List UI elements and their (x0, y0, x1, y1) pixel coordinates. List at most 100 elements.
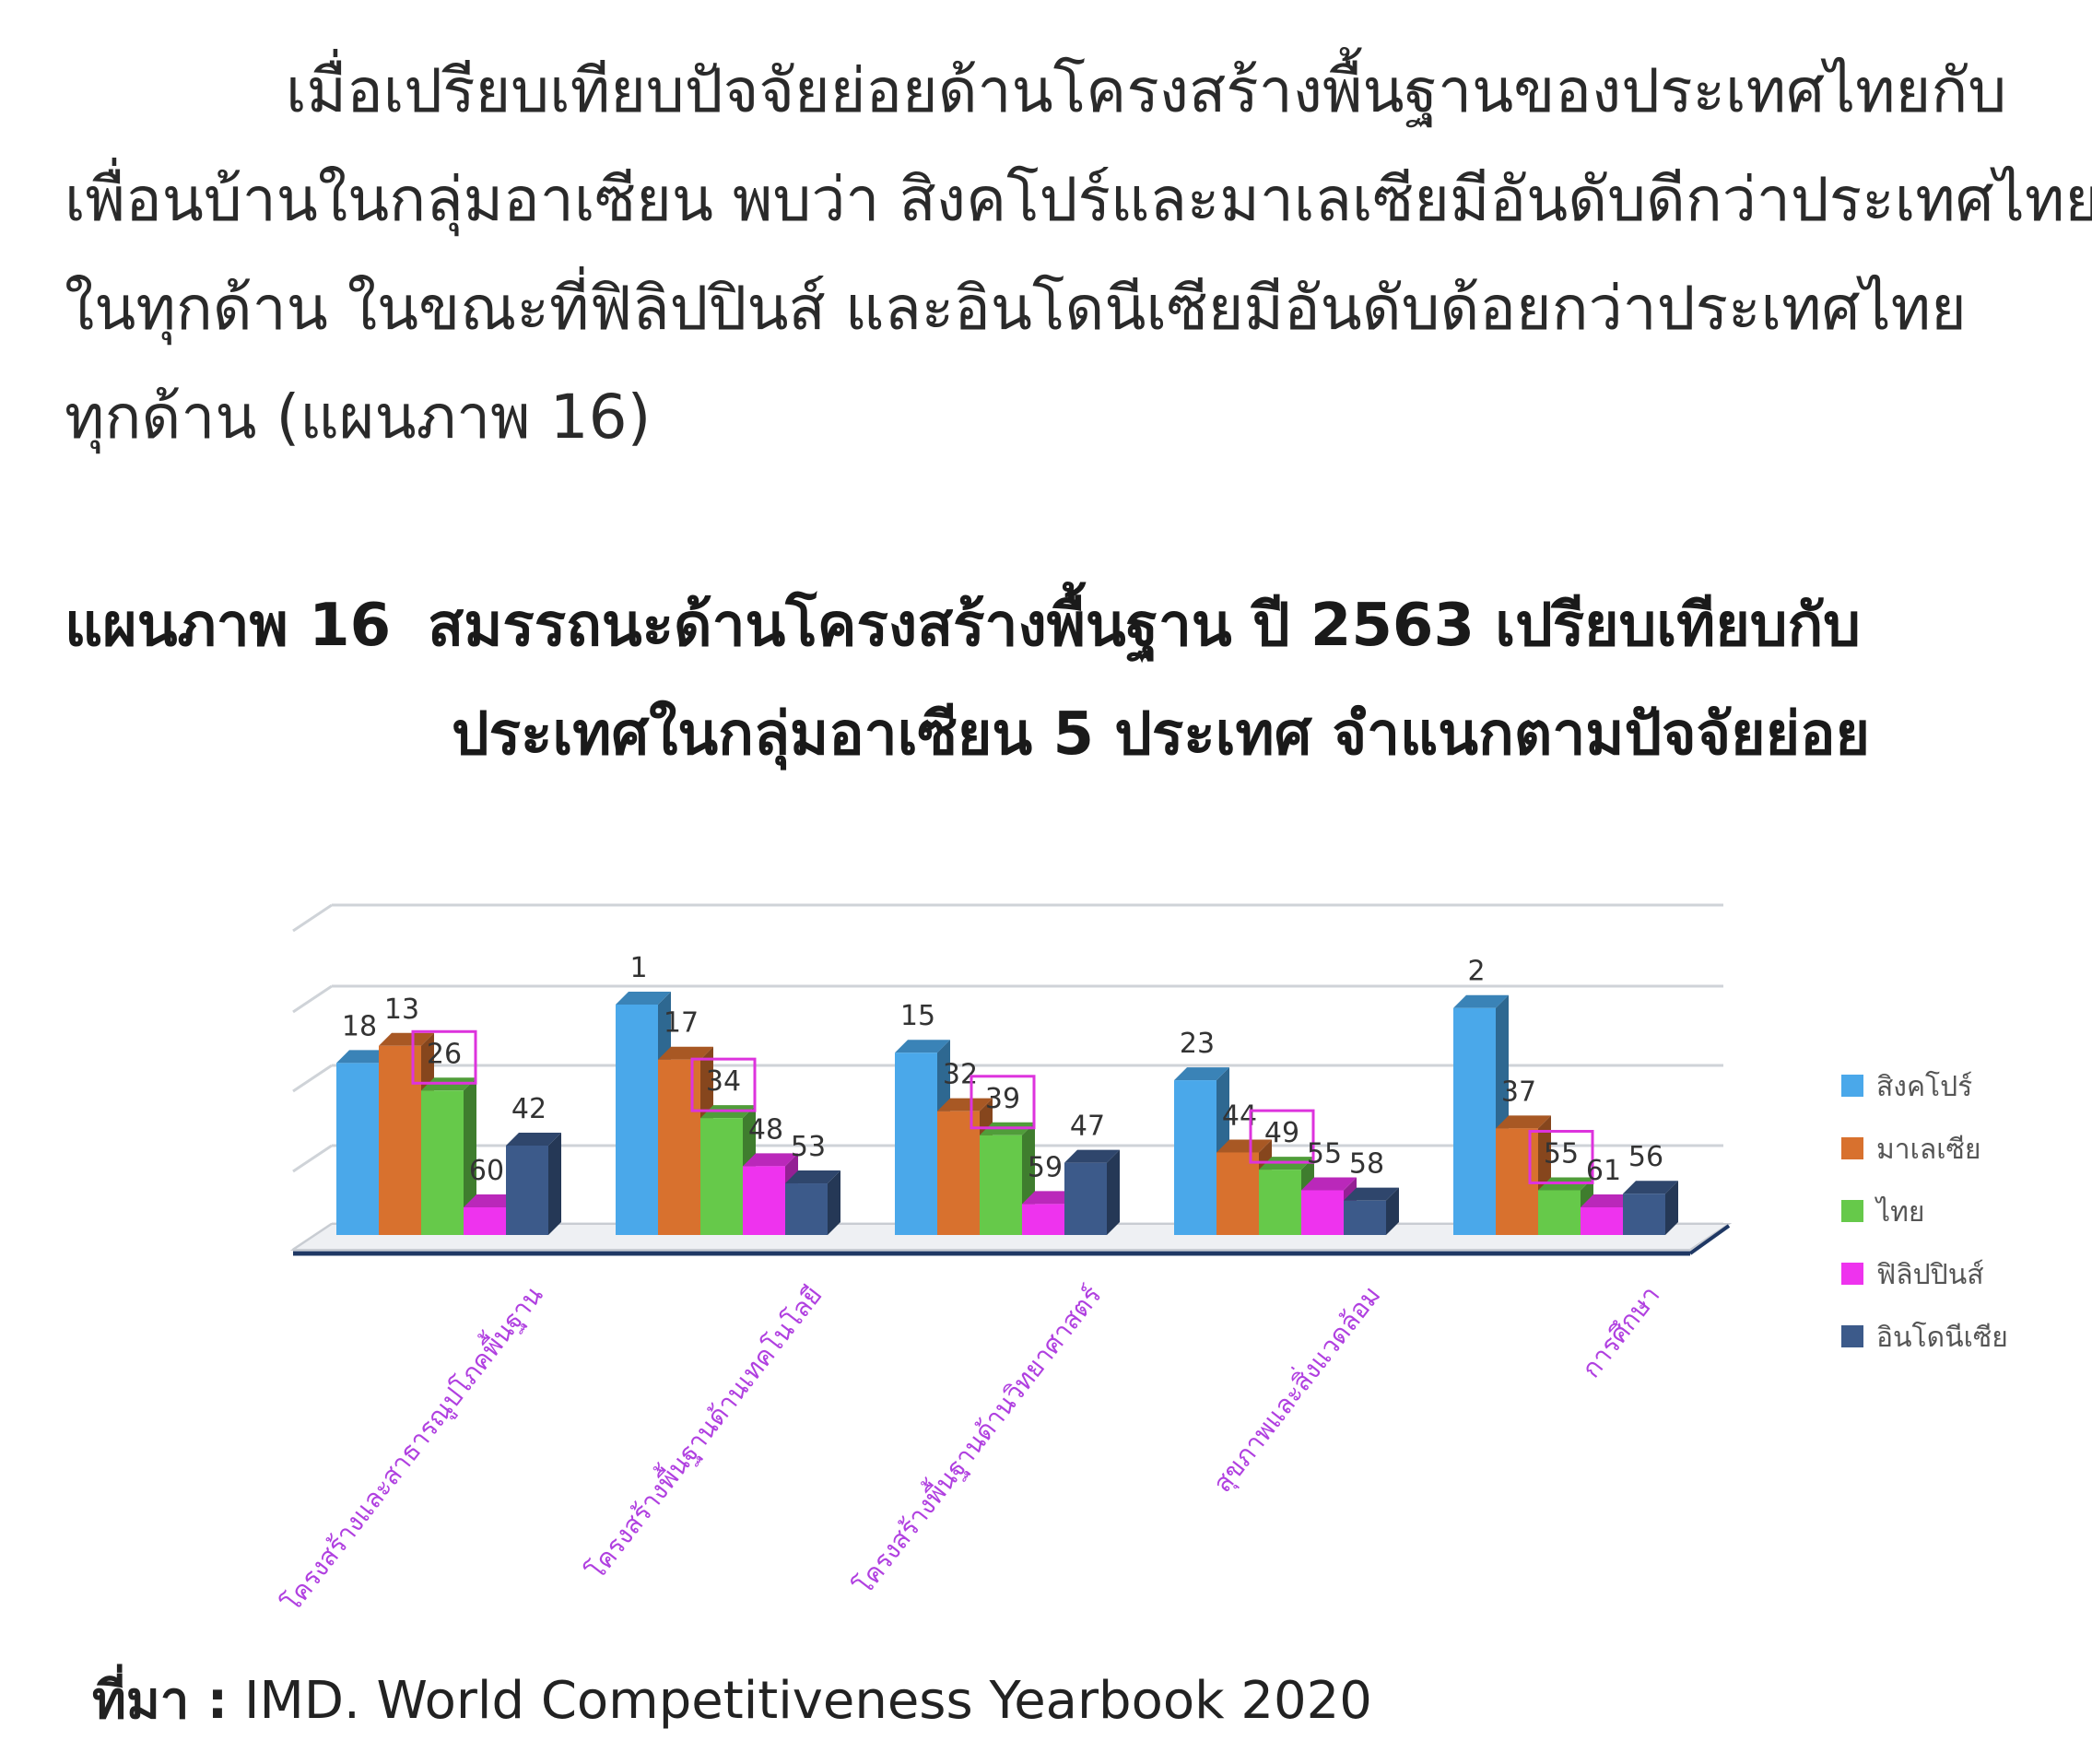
data-label: 61 (1586, 1155, 1621, 1187)
data-label: 15 (900, 1000, 935, 1032)
chart-category-labels: โครงสร้างและสาธารณูปโภคพื้นฐาน โครงสร้างพ… (273, 1278, 1665, 1618)
bar (658, 1059, 700, 1235)
bar-top (1022, 1191, 1077, 1205)
bar-top (1581, 1194, 1636, 1207)
bar-top (1216, 1139, 1272, 1153)
legend-swatch (1841, 1137, 1863, 1159)
bar-top (785, 1170, 840, 1184)
data-label: 17 (664, 1007, 699, 1040)
bar-side (548, 1132, 561, 1235)
gridline-side (292, 903, 333, 933)
bar (1301, 1190, 1344, 1235)
bar-top (1344, 1187, 1399, 1201)
bar (895, 1053, 937, 1235)
legend-swatch (1841, 1325, 1863, 1347)
bar (1064, 1162, 1107, 1235)
bar (336, 1063, 379, 1235)
bar-side (1665, 1181, 1678, 1235)
figure-caption: แผนภาพ 16 สมรรถนะด้านโครงสร้างพื้นฐาน ปี … (65, 571, 2046, 789)
figure-number: แผนภาพ 16 (65, 592, 392, 660)
legend-swatch (1841, 1200, 1863, 1222)
bar (785, 1183, 828, 1235)
data-label: 1 (629, 952, 647, 984)
bar (1174, 1080, 1216, 1235)
paragraph-line: ทุกด้าน (แผนภาพ 16) (65, 382, 652, 453)
caption-line-2: ประเทศในกลุ่มอาเซียน 5 ประเทศ จำแนกตามปั… (452, 700, 1871, 769)
bar (937, 1111, 980, 1235)
legend-label: ไทย (1875, 1195, 1924, 1229)
highlight-box (690, 1057, 757, 1112)
data-label: 39 (985, 1083, 1020, 1115)
bar (379, 1045, 421, 1235)
bar (616, 1005, 658, 1235)
bar-side (1386, 1187, 1399, 1235)
bar-top (937, 1098, 993, 1111)
data-label: 23 (1180, 1028, 1215, 1060)
highlight-box (1528, 1129, 1594, 1184)
bar-side (464, 1077, 476, 1235)
data-label: 55 (1544, 1137, 1579, 1170)
gridline-side (292, 1144, 333, 1173)
bar-top (1623, 1181, 1678, 1194)
bar-top (1496, 1115, 1551, 1129)
category-label: โครงสร้างพื้นฐานด้านเทคโนโลยี (577, 1278, 828, 1586)
bar-side (1107, 1149, 1120, 1235)
legend-label: มาเลเซีย (1876, 1134, 1980, 1166)
legend-label: ฟิลิปปินส์ (1876, 1259, 1984, 1291)
bar (1453, 1007, 1496, 1235)
gridline-side (292, 1064, 333, 1093)
data-label: 18 (342, 1010, 377, 1042)
bar-top (1453, 994, 1509, 1008)
paragraph-line: เพื่อนบ้านในกลุ่มอาเซียน พบว่า สิงคโปร์แ… (65, 164, 2092, 235)
category-label: โครงสร้างพื้นฐานด้านวิทยาศาสตร์ (845, 1278, 1108, 1601)
bar-top (464, 1194, 519, 1207)
category-label: สุขภาพและสิ่งแวดล้อม (1205, 1278, 1387, 1499)
bar (464, 1207, 506, 1235)
intro-paragraph: เมื่อเปรียบเทียบปัจจัยย่อยด้านโครงสร้างพ… (65, 37, 2092, 472)
data-label: 55 (1307, 1137, 1342, 1170)
data-label: 49 (1264, 1117, 1299, 1149)
highlight-box (411, 1029, 477, 1085)
highlight-box (1249, 1109, 1315, 1164)
bar-top (616, 992, 671, 1005)
data-label: 2 (1467, 956, 1485, 988)
data-label: 37 (1501, 1076, 1536, 1108)
chart-bars (336, 992, 1678, 1235)
bar (743, 1166, 785, 1235)
bar (1216, 1152, 1259, 1235)
bar-top (743, 1153, 798, 1167)
source-note: ที่มา : IMD. World Competitiveness Yearb… (92, 1659, 1372, 1741)
paragraph-line: เมื่อเปรียบเทียบปัจจัยย่อยด้านโครงสร้างพ… (286, 55, 2007, 126)
category-label: โครงสร้างและสาธารณูปโภคพื้นฐาน (273, 1278, 549, 1618)
x-axis-line-side (1688, 1224, 1731, 1255)
gridline-side (292, 984, 333, 1014)
bar-side (828, 1170, 840, 1235)
bar-top (658, 1046, 713, 1060)
bar (1259, 1170, 1301, 1235)
bar-top (506, 1132, 561, 1146)
bar-top (379, 1032, 434, 1046)
category-label: การศึกษา (1576, 1280, 1666, 1383)
paragraph-line: ในทุกด้าน ในขณะที่ฟิลิปปินส์ และอินโดนีเ… (65, 273, 1967, 344)
data-label: 13 (384, 994, 419, 1026)
data-label: 56 (1628, 1141, 1663, 1173)
bar (1344, 1200, 1386, 1235)
data-label: 26 (427, 1038, 462, 1070)
bar (1538, 1190, 1581, 1235)
bar (1623, 1194, 1665, 1235)
bar (980, 1135, 1022, 1235)
bar (421, 1090, 464, 1235)
bar-top (1064, 1149, 1120, 1163)
data-label: 53 (791, 1131, 826, 1163)
data-label: 58 (1349, 1148, 1384, 1181)
bar-top (895, 1040, 950, 1053)
bar (700, 1118, 743, 1235)
bar (506, 1145, 548, 1235)
legend-label: อินโดนีเซีย (1876, 1321, 2008, 1354)
data-label: 59 (1028, 1151, 1063, 1183)
bar-top (336, 1050, 392, 1064)
caption-line-1: สมรรถนะด้านโครงสร้างพื้นฐาน ปี 2563 เปรี… (428, 592, 1861, 660)
bar (1581, 1207, 1623, 1235)
